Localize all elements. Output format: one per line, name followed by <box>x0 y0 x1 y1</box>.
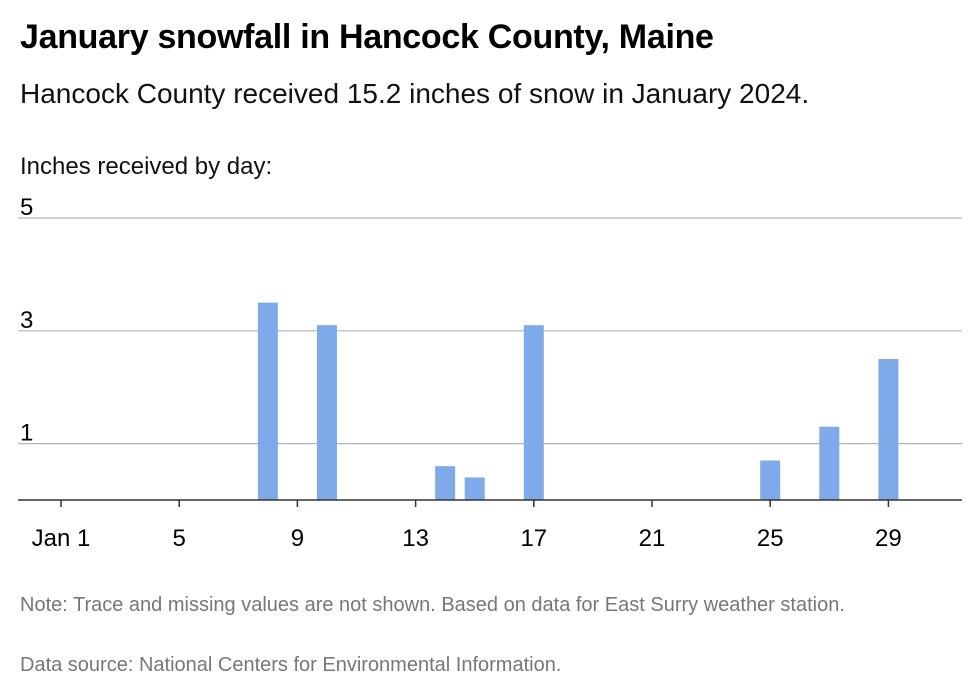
snowfall-bar <box>878 359 899 500</box>
y-axis-label: Inches received by day: <box>20 153 273 180</box>
bars <box>257 302 899 500</box>
x-tick-label: 29 <box>875 525 902 552</box>
x-tick-label: 17 <box>520 525 547 552</box>
chart-subtitle: Hancock County received 15.2 inches of s… <box>20 78 810 109</box>
snowfall-bar <box>316 325 337 500</box>
x-tick-label: 5 <box>173 525 186 552</box>
y-tick-label: 3 <box>20 307 33 334</box>
snowfall-bar <box>819 426 840 500</box>
snowfall-bar <box>435 466 456 500</box>
x-tick-label: 21 <box>639 525 666 552</box>
x-tick-label: 13 <box>402 525 429 552</box>
x-tick-label: 9 <box>291 525 304 552</box>
x-tick-label: Jan 1 <box>32 525 91 552</box>
snowfall-bar-chart: 135 Jan 1 5 9 13 17 21 25 29 <box>18 194 962 552</box>
snowfall-bar <box>464 477 485 500</box>
y-tick-label: 5 <box>20 194 33 221</box>
x-axis-ticks: Jan 1 5 9 13 17 21 25 29 <box>32 500 902 552</box>
y-tick-label: 1 <box>20 420 33 447</box>
x-tick-label: 25 <box>757 525 784 552</box>
chart-note: Note: Trace and missing values are not s… <box>20 594 845 616</box>
snowfall-bar <box>257 302 278 500</box>
y-axis-ticks: 1 3 5 <box>20 194 33 447</box>
gridlines <box>18 217 962 445</box>
snowfall-bar <box>523 325 544 500</box>
chart-title: January snowfall in Hancock County, Main… <box>20 18 714 56</box>
snowfall-bar <box>760 460 781 500</box>
chart-source: Data source: National Centers for Enviro… <box>20 654 562 676</box>
